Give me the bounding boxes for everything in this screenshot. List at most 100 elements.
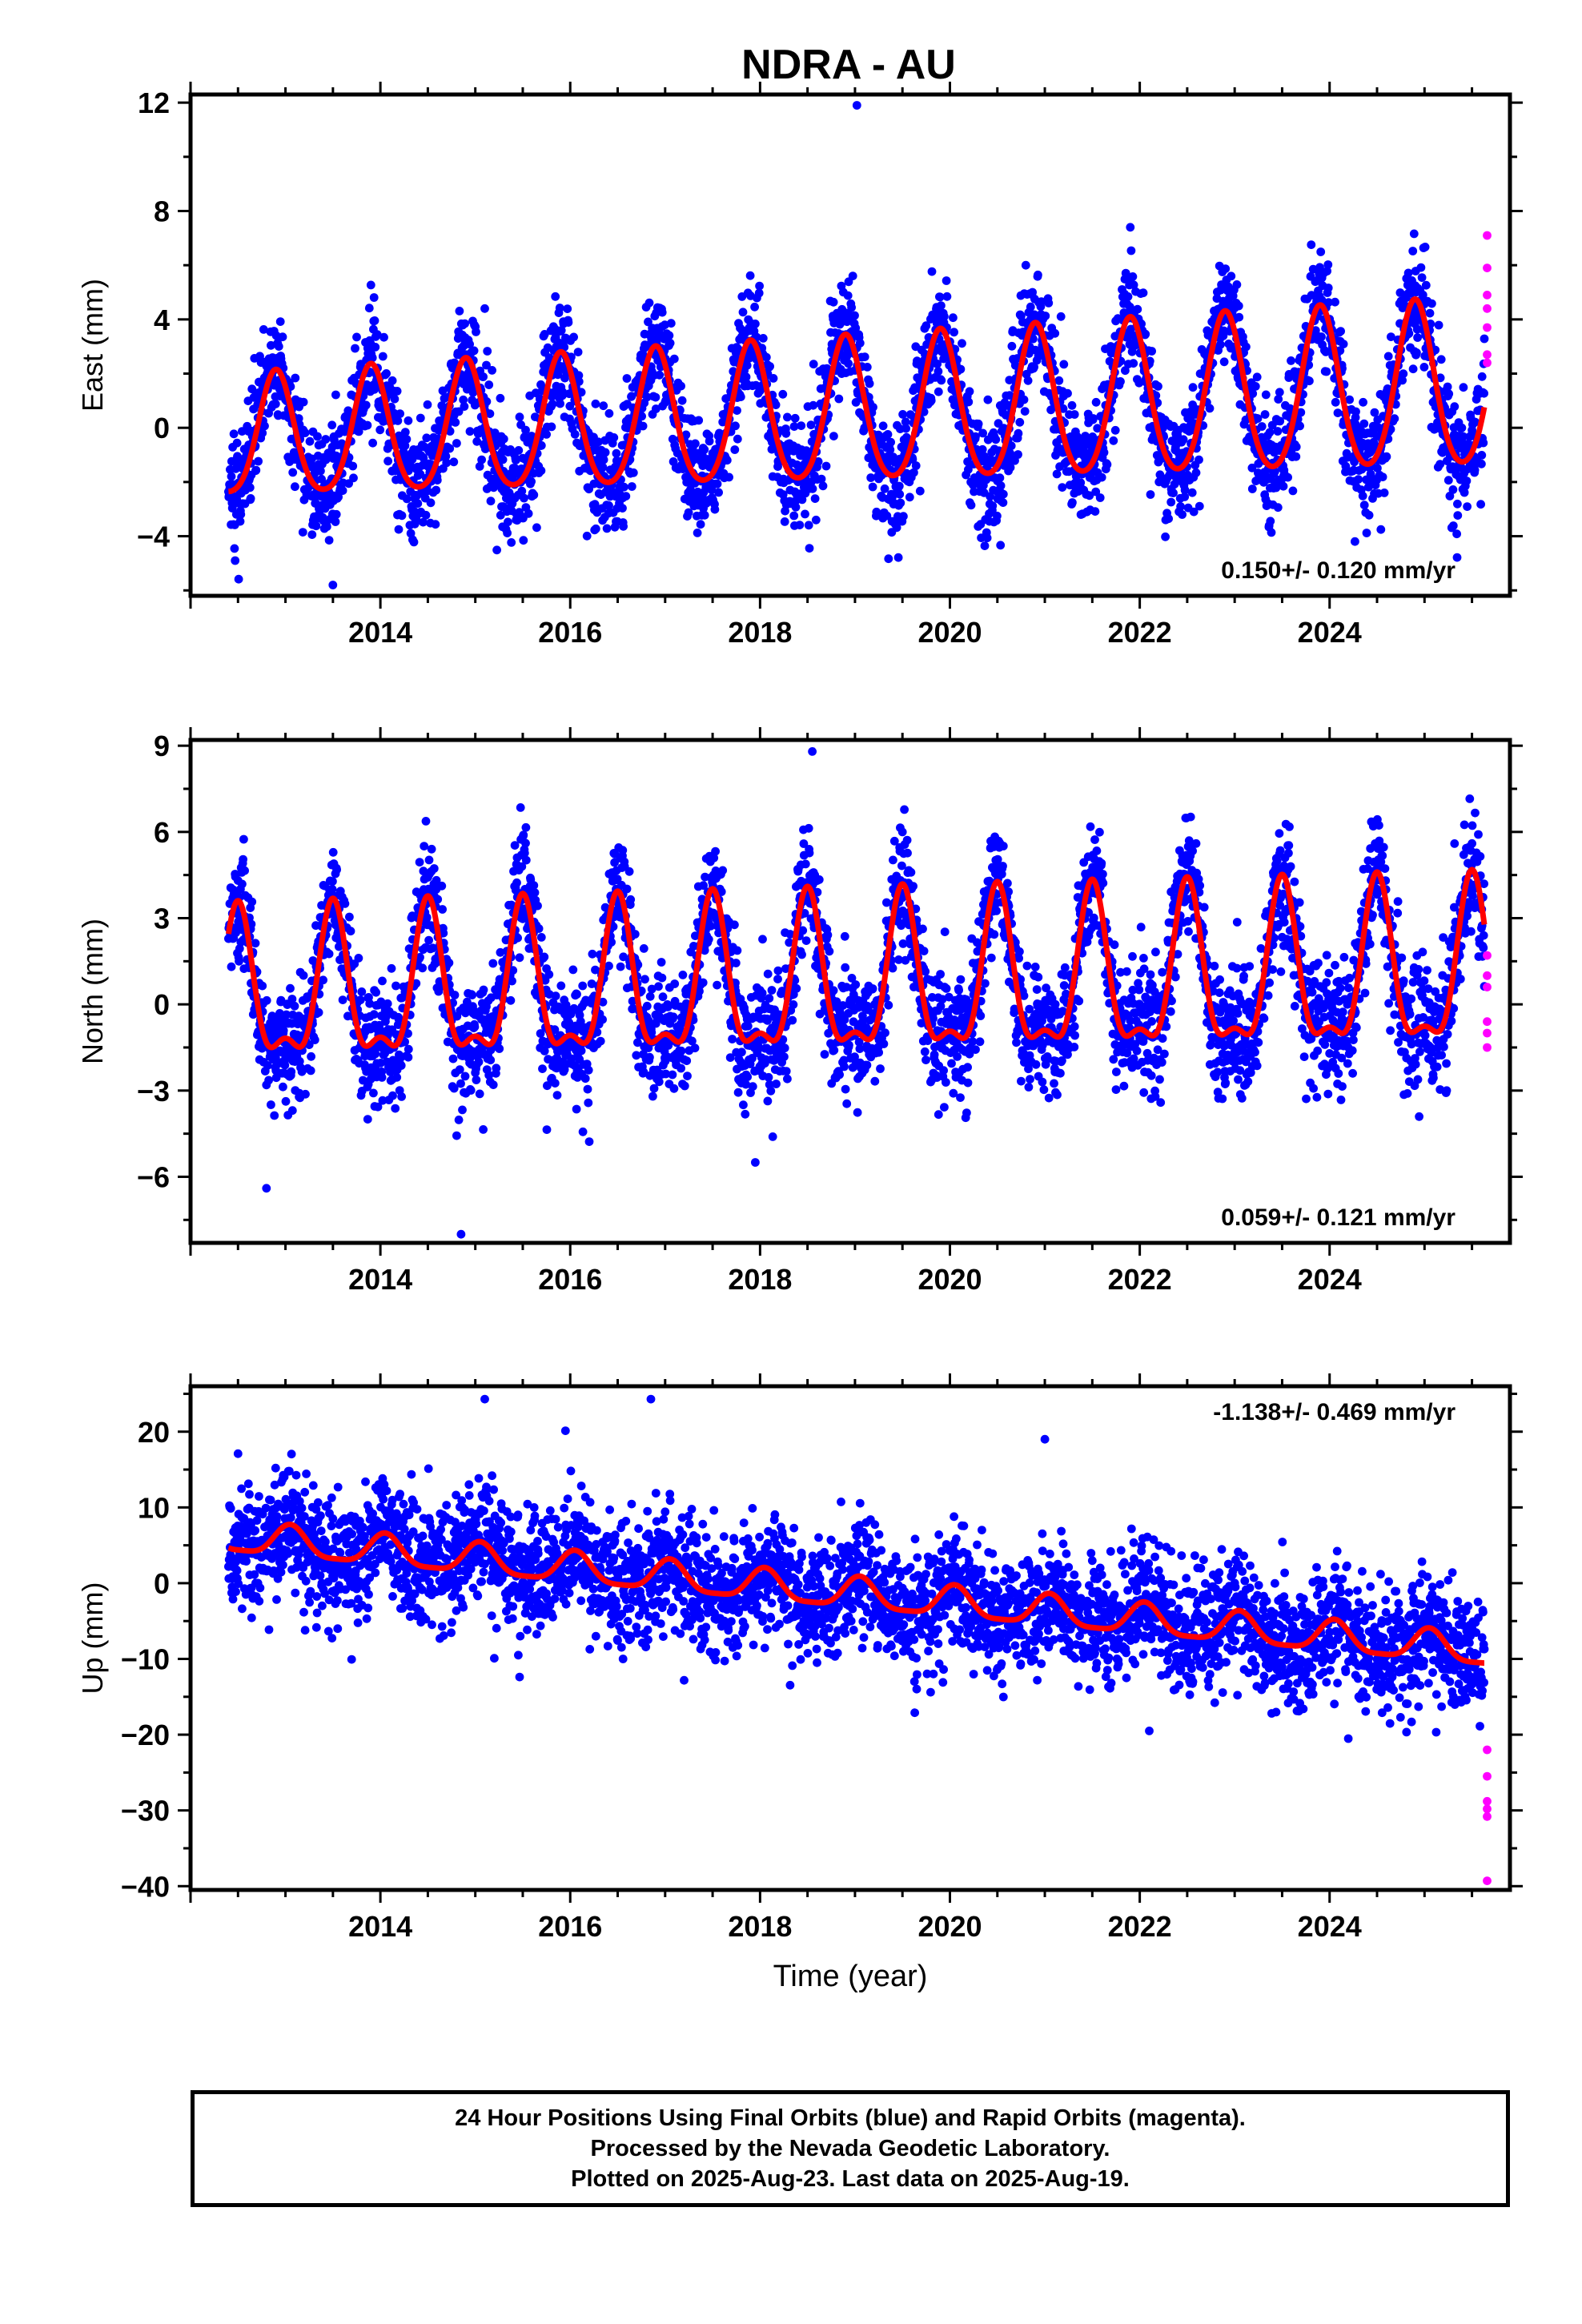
data-point xyxy=(1323,283,1333,292)
data-point xyxy=(937,301,946,310)
data-point xyxy=(1283,472,1292,482)
data-point xyxy=(628,468,638,477)
data-point xyxy=(1091,487,1101,497)
data-point xyxy=(498,455,508,464)
data-point xyxy=(677,381,685,391)
data-point xyxy=(542,430,551,439)
data-point xyxy=(260,421,269,431)
data-point xyxy=(1307,240,1316,249)
data-point xyxy=(1390,414,1399,424)
data-point xyxy=(397,1092,406,1101)
data-point xyxy=(1409,229,1419,239)
data-point xyxy=(251,465,261,475)
data-point xyxy=(355,995,365,1005)
data-point xyxy=(1477,459,1486,468)
data-point xyxy=(324,949,334,959)
data-point xyxy=(1191,468,1201,477)
chart-title: NDRA - AU xyxy=(741,42,956,88)
data-point xyxy=(1235,312,1244,322)
data-point xyxy=(431,520,440,529)
data-point xyxy=(314,1007,323,1017)
data-point xyxy=(364,304,374,313)
data-point xyxy=(536,933,546,942)
data-point xyxy=(869,403,877,412)
data-point xyxy=(570,429,580,439)
data-point xyxy=(694,416,704,425)
data-point xyxy=(584,1137,594,1146)
data-point xyxy=(438,905,447,914)
data-point xyxy=(1412,348,1421,357)
data-point xyxy=(791,502,801,512)
data-point xyxy=(402,435,412,444)
data-point xyxy=(1059,360,1069,369)
data-point xyxy=(307,530,317,539)
data-point xyxy=(771,400,781,409)
data-point xyxy=(331,517,340,526)
data-point xyxy=(1178,510,1186,519)
data-point xyxy=(921,321,931,331)
data-point xyxy=(758,334,768,343)
data-point xyxy=(693,529,702,537)
data-point xyxy=(352,332,361,342)
data-point xyxy=(789,511,799,521)
data-point xyxy=(584,1098,593,1108)
data-point xyxy=(714,488,723,497)
data-point xyxy=(584,1065,593,1075)
data-point xyxy=(544,353,554,362)
data-point xyxy=(521,425,530,435)
data-point xyxy=(829,297,838,307)
data-point xyxy=(506,995,516,1005)
data-point xyxy=(507,538,516,547)
data-point xyxy=(886,437,895,447)
data-point xyxy=(371,343,380,352)
data-point xyxy=(850,311,859,320)
data-point xyxy=(450,991,460,999)
data-point xyxy=(618,846,628,855)
data-point xyxy=(1176,502,1185,511)
data-point xyxy=(894,481,904,491)
data-point xyxy=(1305,376,1314,386)
data-point xyxy=(488,959,498,968)
data-point xyxy=(893,553,903,562)
data-point xyxy=(677,396,687,405)
data-point xyxy=(275,317,285,326)
data-point xyxy=(1463,502,1472,511)
data-point xyxy=(795,521,805,529)
data-point xyxy=(983,395,993,404)
data-point xyxy=(1359,501,1369,510)
data-point xyxy=(576,1046,586,1055)
data-point xyxy=(996,541,1006,550)
data-point xyxy=(482,360,491,370)
data-point xyxy=(572,1104,581,1114)
data-point xyxy=(1023,376,1033,385)
data-point xyxy=(1383,352,1393,361)
data-point xyxy=(230,544,239,553)
data-point xyxy=(1279,481,1288,491)
data-point xyxy=(521,822,531,832)
data-point xyxy=(1351,407,1360,416)
data-point xyxy=(387,963,396,973)
data-point xyxy=(669,354,679,364)
data-point xyxy=(270,1111,279,1120)
data-point xyxy=(578,981,588,991)
data-point xyxy=(391,981,400,991)
data-point xyxy=(742,360,752,370)
data-point xyxy=(419,517,428,527)
data-point xyxy=(227,962,236,971)
data-point xyxy=(291,373,300,383)
data-point xyxy=(937,376,946,385)
data-point xyxy=(651,392,661,402)
data-point xyxy=(713,479,722,489)
data-point xyxy=(524,509,533,518)
data-point xyxy=(515,953,524,963)
data-point xyxy=(808,484,817,493)
data-point xyxy=(234,574,243,584)
data-point xyxy=(1020,407,1030,416)
data-point xyxy=(964,464,973,474)
rapid-point xyxy=(1483,304,1492,313)
data-point xyxy=(486,1055,496,1065)
data-point xyxy=(369,293,379,302)
data-point xyxy=(409,537,419,547)
data-point xyxy=(733,406,741,415)
data-point xyxy=(550,1079,560,1088)
